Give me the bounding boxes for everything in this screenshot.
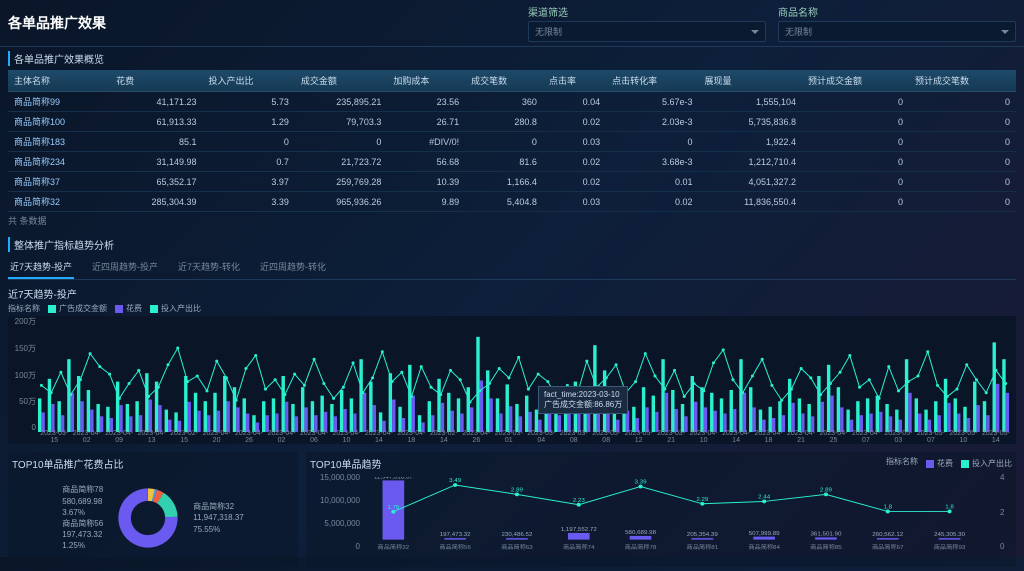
svg-text:商品简称85: 商品简称85 — [810, 543, 842, 551]
table-header: 花费 — [110, 70, 202, 92]
table-header: 展现量 — [699, 70, 803, 92]
table-row[interactable]: 商品简称3765,352.173.97259,769.2810.391,166.… — [8, 172, 1016, 192]
top10-chart[interactable]: 15,000,00010,000,0005,000,0000 11,947,31… — [310, 473, 1012, 563]
svg-text:260,562.12: 260,562.12 — [872, 532, 903, 538]
table-header: 主体名称 — [8, 70, 110, 92]
filter-channel-label: 渠道筛选 — [528, 4, 766, 19]
svg-text:商品简称67: 商品简称67 — [872, 543, 904, 551]
svg-text:商品简称63: 商品简称63 — [501, 543, 533, 551]
table-header: 成交笔数 — [465, 70, 543, 92]
filter-channel-select[interactable]: 无限制 — [528, 21, 766, 42]
table-row[interactable]: 商品简称32285,304.393.39965,936.269.895,404.… — [8, 192, 1016, 212]
trend-chart-title: 近7天趋势-投产 — [8, 286, 1016, 301]
table-row[interactable]: 商品简称18385.100#DIV/0!00.0301,922.400 — [8, 132, 1016, 152]
table-footer: 共 条数据 — [8, 212, 1016, 229]
tab-1[interactable]: 近四周趋势-投产 — [90, 256, 160, 279]
table-header: 成交金额 — [295, 70, 387, 92]
table-header: 预计成交笔数 — [909, 70, 1016, 92]
trend-chart[interactable]: 200万150万100万50万0 2023-03-152023-04-02202… — [8, 316, 1016, 444]
trend-title: 整体推广指标趋势分析 — [8, 237, 1016, 252]
tab-2[interactable]: 近7天趋势-转化 — [176, 256, 242, 279]
svg-text:11,947,318.37: 11,947,318.37 — [374, 477, 413, 480]
svg-text:230,486.52: 230,486.52 — [501, 532, 532, 538]
svg-text:361,501.90: 361,501.90 — [810, 532, 842, 538]
filter-product-select[interactable]: 无限制 — [778, 21, 1016, 42]
overview-table: 主体名称花费投入产出比成交金额加购成本成交笔数点击率点击转化率展现量预计成交金额… — [8, 70, 1016, 212]
svg-text:245,305.30: 245,305.30 — [934, 532, 966, 538]
svg-text:1,197,552.72: 1,197,552.72 — [561, 527, 597, 533]
tab-0[interactable]: 近7天趋势-投产 — [8, 256, 74, 279]
svg-text:商品简称32: 商品简称32 — [378, 543, 410, 551]
svg-text:205,354.39: 205,354.39 — [687, 532, 719, 538]
table-row[interactable]: 商品简称23431,149.980.721,723.7256.6881.60.0… — [8, 152, 1016, 172]
filter-channel-value: 无限制 — [535, 25, 562, 38]
filter-product-label: 商品名称 — [778, 4, 1016, 19]
chevron-down-icon — [751, 30, 759, 34]
table-row[interactable]: 商品简称9941,171.235.73235,895.2123.563600.0… — [8, 92, 1016, 112]
svg-text:商品简称78: 商品简称78 — [625, 543, 657, 551]
top10-title: TOP10单品趋势 — [310, 456, 382, 471]
table-header: 点击转化率 — [606, 70, 698, 92]
chevron-down-icon — [1001, 30, 1009, 34]
tab-3[interactable]: 近四周趋势-转化 — [258, 256, 328, 279]
svg-text:商品简称84: 商品简称84 — [748, 543, 780, 551]
svg-text:507,999.89: 507,999.89 — [749, 531, 781, 537]
page-title: 各单品推广效果 — [8, 13, 528, 33]
donut-title: TOP10单品推广花费占比 — [12, 456, 294, 471]
donut-chart[interactable]: 商品简称78580,689.983.67%商品简称56197,473.321.2… — [12, 473, 294, 563]
svg-text:商品简称81: 商品简称81 — [687, 543, 719, 551]
svg-text:商品简称56: 商品简称56 — [439, 543, 471, 551]
table-header: 点击率 — [543, 70, 606, 92]
filter-product-value: 无限制 — [785, 25, 812, 38]
svg-text:197,473.32: 197,473.32 — [440, 532, 471, 538]
table-row[interactable]: 商品简称10061,913.331.2979,703.326.71280.80.… — [8, 112, 1016, 132]
svg-text:商品简称74: 商品简称74 — [563, 543, 595, 551]
table-header: 加购成本 — [387, 70, 465, 92]
table-header: 投入产出比 — [203, 70, 295, 92]
svg-text:580,689.98: 580,689.98 — [625, 530, 657, 536]
svg-text:商品简称93: 商品简称93 — [934, 543, 966, 551]
table-header: 预计成交金额 — [802, 70, 909, 92]
overview-title: 各单品推广效果概览 — [8, 51, 1016, 66]
